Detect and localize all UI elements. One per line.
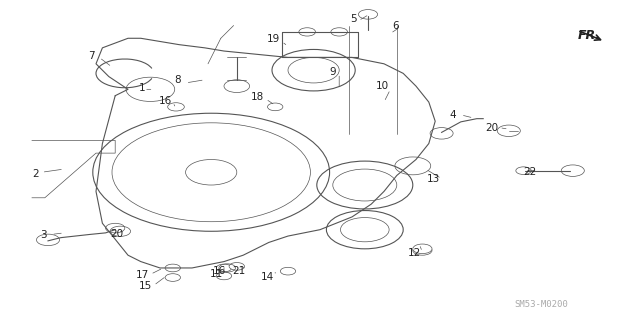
Circle shape bbox=[413, 244, 432, 254]
Circle shape bbox=[165, 264, 180, 272]
Text: 9: 9 bbox=[330, 67, 336, 77]
Text: 7: 7 bbox=[88, 51, 95, 61]
Text: 11: 11 bbox=[210, 269, 223, 279]
Text: 17: 17 bbox=[136, 270, 149, 280]
Text: 3: 3 bbox=[40, 230, 47, 241]
Text: 21: 21 bbox=[232, 265, 245, 276]
Text: 18: 18 bbox=[252, 92, 264, 102]
Circle shape bbox=[165, 274, 180, 281]
Text: 20: 20 bbox=[111, 228, 124, 239]
Text: 8: 8 bbox=[175, 75, 181, 85]
Text: 16: 16 bbox=[213, 265, 226, 276]
Text: 4: 4 bbox=[450, 110, 456, 120]
Text: 22: 22 bbox=[524, 167, 536, 177]
Text: 5: 5 bbox=[351, 14, 357, 24]
Circle shape bbox=[280, 267, 296, 275]
Text: 16: 16 bbox=[159, 96, 172, 107]
Circle shape bbox=[216, 272, 232, 280]
Text: 1: 1 bbox=[139, 83, 145, 93]
Text: 19: 19 bbox=[268, 34, 280, 44]
Circle shape bbox=[216, 264, 232, 272]
Text: 13: 13 bbox=[428, 174, 440, 184]
Text: 20: 20 bbox=[485, 123, 498, 133]
Text: 15: 15 bbox=[140, 281, 152, 292]
Text: 14: 14 bbox=[261, 272, 274, 282]
Circle shape bbox=[413, 246, 432, 255]
Text: 10: 10 bbox=[376, 81, 389, 91]
Text: FR.: FR. bbox=[577, 29, 600, 41]
Text: 6: 6 bbox=[392, 20, 399, 31]
Text: SM53-M0200: SM53-M0200 bbox=[514, 300, 568, 309]
Text: 12: 12 bbox=[408, 248, 421, 258]
Circle shape bbox=[229, 263, 244, 270]
Text: 2: 2 bbox=[32, 169, 38, 179]
